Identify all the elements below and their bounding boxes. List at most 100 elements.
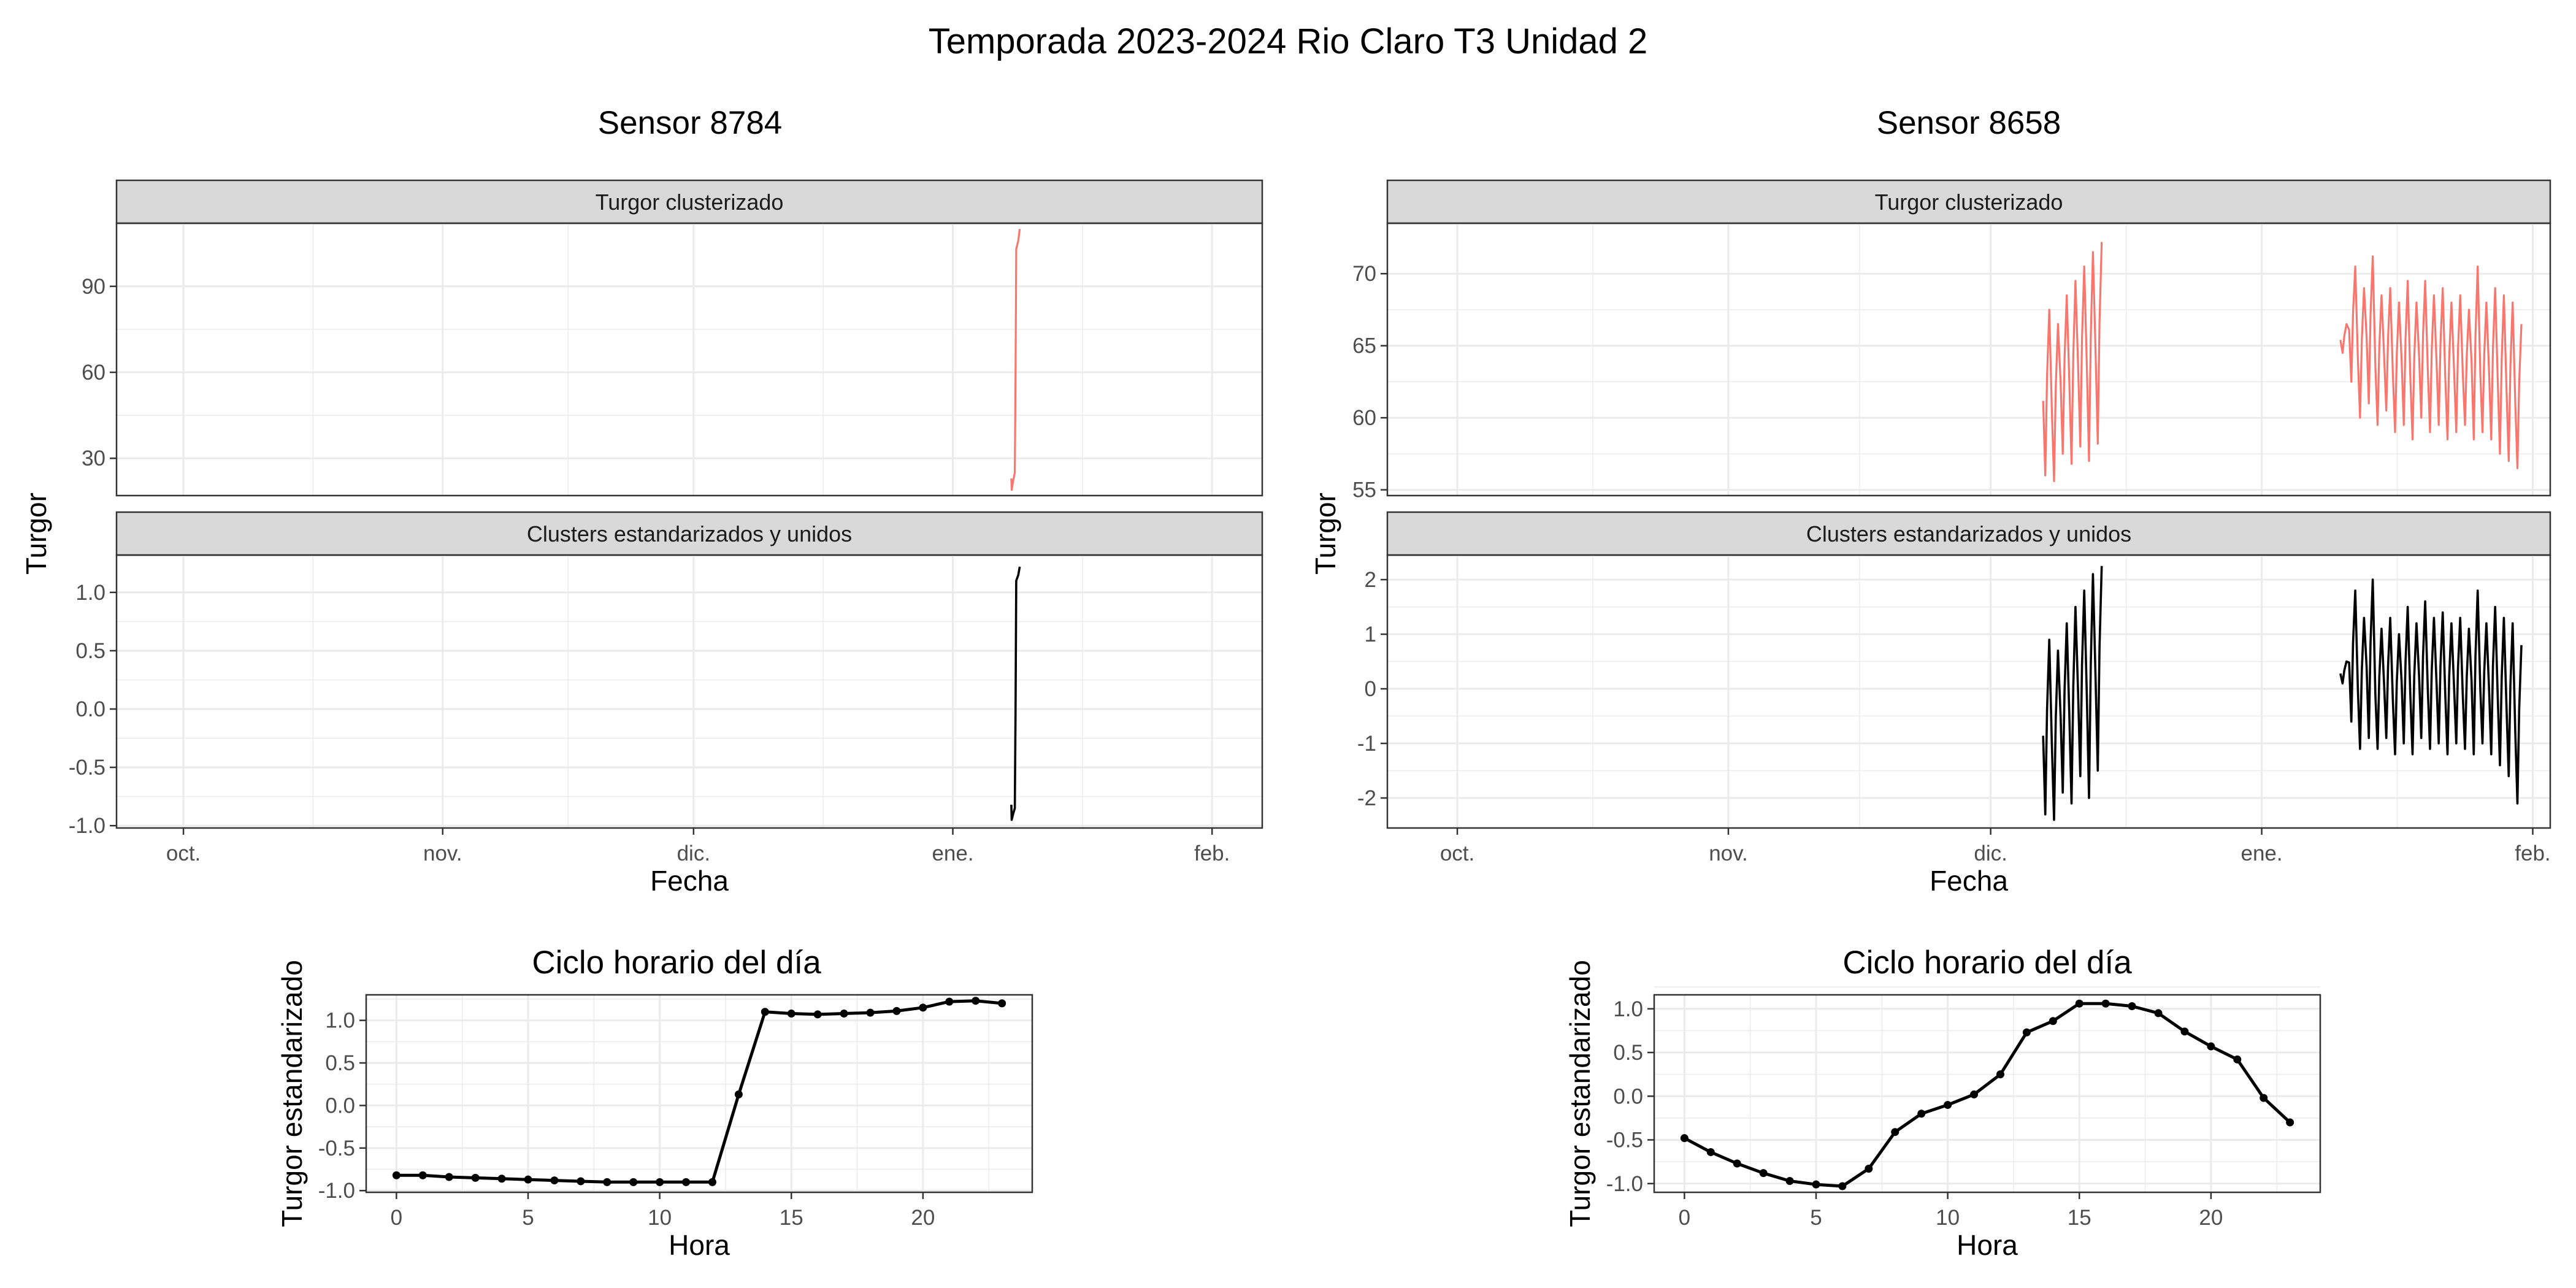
- y-tick-label: 0.5: [75, 639, 105, 663]
- y-tick-label: 2: [1365, 568, 1376, 592]
- y-tick-label: 65: [1352, 334, 1376, 358]
- cycle-point: [2101, 999, 2110, 1008]
- facet-label-std-right: Clusters estandarizados y unidos: [1806, 521, 2131, 546]
- y-tick-label: 1.0: [75, 581, 105, 605]
- x-tick-label: dic.: [1974, 841, 2007, 865]
- cycle-plot-left: Ciclo horario del día 0 5 10 15 20 -1.0 -0.5 0.…: [276, 945, 1033, 1261]
- x-tick-label: oct.: [166, 841, 201, 865]
- cycle-point: [2022, 1028, 2031, 1037]
- x-tick-label: 15: [2068, 1206, 2091, 1230]
- y-tick-label: 0.5: [325, 1051, 355, 1075]
- facet-strip-raw-left: [115, 179, 1263, 224]
- facet-label-raw-left: Turgor clusterizado: [596, 190, 784, 215]
- y-tick-label: -0.5: [69, 756, 105, 780]
- cycle-plot-right: Ciclo horario del día 0 5 10 15 20 -1.0 -0.5 0.…: [1564, 945, 2321, 1261]
- cycle-point: [708, 1178, 716, 1186]
- cycle-point: [1706, 1148, 1715, 1156]
- sensor-8784-panels: Turgor clusterizado 30 60 90 Clusters esta…: [20, 179, 1263, 897]
- x-tick-label: 20: [911, 1206, 935, 1230]
- cycle-point: [1838, 1182, 1847, 1190]
- cycle-point: [2207, 1042, 2215, 1051]
- y-tick-label: 1: [1365, 623, 1376, 646]
- panel-sensor8784-std: oct. nov. dic. ene. feb. -1.0 -0.5 0.0 0.5 1.0: [69, 555, 1262, 865]
- cycle-panel-left: 0 5 10 15 20 -1.0 -0.5 0.0 0.5 1.0: [318, 995, 1032, 1230]
- cycle-point: [866, 1008, 875, 1017]
- cycle-point: [1812, 1180, 1820, 1189]
- cycle-point: [603, 1178, 611, 1186]
- cycle-point: [2128, 1002, 2136, 1011]
- cycle-point: [1996, 1070, 2004, 1079]
- cycle-point: [787, 1010, 795, 1018]
- y-tick-label: 0: [1365, 677, 1376, 701]
- facet-label-raw-right: Turgor clusterizado: [1875, 190, 2063, 215]
- facet-label-std-left: Clusters estandarizados y unidos: [527, 521, 852, 546]
- cycle-point: [2286, 1118, 2294, 1127]
- y-tick-label: 0.0: [325, 1094, 355, 1117]
- cycle-point: [2049, 1017, 2057, 1025]
- y-tick-label: 90: [82, 275, 105, 299]
- x-tick-label: 0: [391, 1206, 402, 1230]
- series-line: [1010, 229, 1021, 491]
- sensor-8658-panels: Turgor clusterizado 55 60 65 70 Clusters es…: [1309, 179, 2551, 897]
- x-tick-label: nov.: [1709, 841, 1748, 865]
- y-tick-label: 0.5: [1613, 1041, 1643, 1065]
- cycle-point: [629, 1178, 638, 1186]
- series-line: [2339, 578, 2523, 805]
- y-tick-label: -1.0: [1606, 1172, 1643, 1196]
- y-tick-label: 70: [1352, 262, 1376, 286]
- y-tick-label: -0.5: [318, 1137, 355, 1160]
- y-tick-label: -1.0: [318, 1179, 355, 1203]
- cycle-point: [524, 1175, 532, 1184]
- x-tick-label: 20: [2199, 1206, 2223, 1230]
- cycle-point: [972, 997, 980, 1005]
- cycle-point: [577, 1177, 585, 1186]
- x-tick-label: dic.: [677, 841, 710, 865]
- y-tick-label: 1.0: [325, 1009, 355, 1033]
- x-tick-label: oct.: [1440, 841, 1474, 865]
- cycle-panel-right: 0 5 10 15 20 -1.0 -0.5 0.0 0.5 1.0: [1606, 986, 2320, 1230]
- cycle-line: [1684, 1002, 2291, 1188]
- x-tick-label: 0: [1679, 1206, 1690, 1230]
- cycle-point: [682, 1178, 691, 1186]
- panel-sensor8658-raw: 55 60 65 70: [1352, 223, 2550, 502]
- x-tick-label: 10: [1936, 1206, 1960, 1230]
- cycle-point: [945, 997, 954, 1006]
- cycle-point: [2180, 1027, 2189, 1036]
- cycle-title-right: Ciclo horario del día: [1842, 945, 2132, 981]
- x-tick-label: feb.: [2515, 841, 2550, 865]
- cycle-point: [445, 1173, 453, 1181]
- left-ylabel: Turgor: [20, 493, 52, 575]
- facet-strip-std-right: [1386, 511, 2551, 556]
- cycle-point: [392, 1171, 401, 1179]
- cycle-xlabel-right: Hora: [1957, 1229, 2018, 1261]
- x-tick-label: ene.: [932, 841, 973, 865]
- left-xlabel: Fecha: [650, 865, 729, 897]
- cycle-point: [471, 1173, 480, 1182]
- cycle-ylabel-right: Turgor estandarizado: [1564, 960, 1596, 1227]
- x-tick-label: 5: [1810, 1206, 1822, 1230]
- cycle-point: [1944, 1101, 1952, 1110]
- series-line: [2042, 242, 2103, 483]
- panel-sensor8784-raw: 30 60 90: [82, 223, 1262, 496]
- x-tick-label: 10: [648, 1206, 672, 1230]
- cycle-point: [497, 1175, 506, 1183]
- sensor-8784-title: Sensor 8784: [598, 105, 783, 141]
- x-tick-label: feb.: [1194, 841, 1230, 865]
- y-tick-label: 0.0: [75, 697, 105, 721]
- cycle-point: [1865, 1165, 1873, 1173]
- cycle-point: [1733, 1159, 1741, 1168]
- y-tick-label: 0.0: [1613, 1084, 1643, 1108]
- cycle-point: [2154, 1009, 2163, 1018]
- cycle-point: [1680, 1134, 1689, 1143]
- cycle-point: [418, 1171, 427, 1179]
- cycle-point: [840, 1010, 848, 1018]
- cycle-point: [919, 1003, 927, 1012]
- cycle-point: [1785, 1176, 1794, 1185]
- x-tick-label: 15: [780, 1206, 803, 1230]
- y-tick-label: 60: [82, 361, 105, 385]
- right-xlabel: Fecha: [1930, 865, 2008, 897]
- figure-title: Temporada 2023-2024 Rio Claro T3 Unidad …: [929, 21, 1648, 61]
- x-tick-label: nov.: [423, 841, 462, 865]
- y-tick-label: 30: [82, 447, 105, 470]
- series-line: [2042, 565, 2103, 821]
